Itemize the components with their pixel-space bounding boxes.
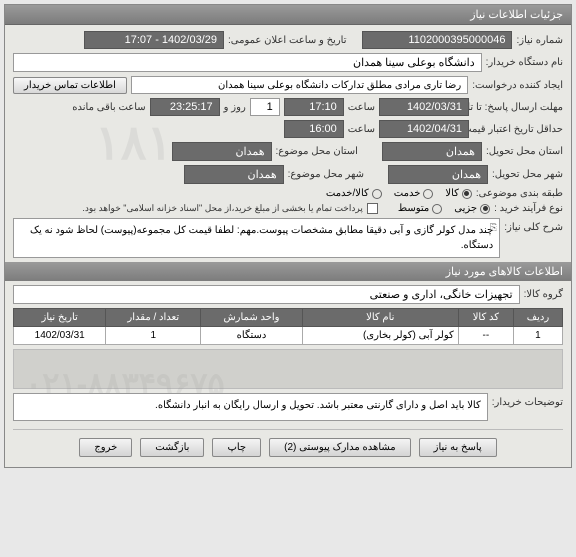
- number-value: 1102000395000046: [362, 31, 512, 49]
- category-label: طبقه بندی موضوعی:: [476, 188, 563, 199]
- public-datetime-label: تاریخ و ساعت اعلان عمومی:: [228, 35, 347, 46]
- table-header-row: ردیف کد کالا نام کالا واحد شمارش تعداد /…: [14, 309, 563, 327]
- number-label: شماره نیاز:: [516, 35, 563, 46]
- topic-province-value: همدان: [172, 142, 272, 161]
- time-label-1: ساعت: [348, 102, 375, 113]
- buyer-label: نام دستگاه خریدار:: [486, 57, 563, 68]
- pin-icon: ⎘: [490, 221, 497, 235]
- province-label: استان محل تحویل:: [486, 146, 563, 157]
- contact-button[interactable]: اطلاعات تماس خریدار: [13, 77, 127, 94]
- note-label: توضیحات خریدار:: [492, 393, 563, 408]
- validity-label: حداقل تاریخ اعتبار قیمت: تا تاریخ:: [473, 124, 563, 135]
- purchase-small[interactable]: جزیی: [454, 203, 490, 214]
- col-unit: واحد شمارش: [201, 309, 303, 327]
- cell-date: 1402/03/31: [14, 327, 106, 345]
- category-radio-group: کالا خدمت کالا/خدمت: [326, 188, 472, 199]
- remaining-time: 23:25:17: [150, 98, 220, 116]
- requester-label: ایجاد کننده درخواست:: [472, 80, 563, 91]
- group-label: گروه کالا:: [524, 289, 563, 300]
- footer-buttons: پاسخ به نیاز مشاهده مدارک پیوستی (2) چاپ…: [13, 429, 563, 461]
- respond-button[interactable]: پاسخ به نیاز: [419, 438, 497, 457]
- window-title-bar: جزئیات اطلاعات نیاز: [5, 5, 571, 25]
- col-date: تاریخ نیاز: [14, 309, 106, 327]
- cell-code: --: [458, 327, 513, 345]
- category-goods-service[interactable]: کالا/خدمت: [326, 188, 382, 199]
- topic-province-label: استان محل موضوع:: [276, 146, 358, 157]
- desc-box: ⎘ چند مدل کولر گازی و آبی دقیقا مطابق مش…: [13, 218, 500, 258]
- table-row[interactable]: 1 -- کولر آبی (کولر بخاری) دستگاه 1 1402…: [14, 327, 563, 345]
- cell-num: 1: [513, 327, 562, 345]
- category-goods[interactable]: کالا: [445, 188, 472, 199]
- print-button[interactable]: چاپ: [212, 438, 261, 457]
- exit-button[interactable]: خروج: [79, 438, 132, 457]
- radio-icon: [432, 204, 442, 214]
- time-label-2: ساعت: [348, 124, 375, 135]
- items-section-header: اطلاعات کالاهای مورد نیاز: [5, 262, 571, 281]
- items-table: ردیف کد کالا نام کالا واحد شمارش تعداد /…: [13, 308, 563, 345]
- payment-note: پرداخت تمام یا بخشی از مبلغ خرید،از محل …: [82, 203, 362, 214]
- radio-icon: [372, 189, 382, 199]
- col-name: نام کالا: [302, 309, 458, 327]
- day-label: روز و: [224, 102, 246, 113]
- remaining-label: ساعت باقی مانده: [72, 102, 145, 113]
- deadline-time: 17:10: [284, 98, 344, 116]
- city-label: شهر محل تحویل:: [492, 169, 563, 180]
- payment-checkbox[interactable]: [367, 203, 378, 214]
- radio-icon: [462, 189, 472, 199]
- purchase-medium[interactable]: متوسط: [398, 203, 442, 214]
- buyer-value: دانشگاه بوعلی سینا همدان: [13, 53, 482, 72]
- window-title: جزئیات اطلاعات نیاز: [470, 9, 563, 21]
- purchase-type-label: نوع فرآیند خرید :: [494, 203, 563, 214]
- cell-unit: دستگاه: [201, 327, 303, 345]
- deadline-date: 1402/03/31: [379, 98, 469, 116]
- back-button[interactable]: بازگشت: [140, 438, 204, 457]
- note-box: کالا باید اصل و دارای گارنتی معتبر باشد.…: [13, 393, 488, 421]
- topic-city-value: همدان: [184, 165, 284, 184]
- validity-date: 1402/04/31: [379, 120, 469, 138]
- topic-city-label: شهر محل موضوع:: [288, 169, 364, 180]
- radio-icon: [423, 189, 433, 199]
- desc-label: شرح کلی نیاز:: [504, 218, 563, 233]
- cell-qty: 1: [106, 327, 201, 345]
- group-value: تجهیزات خانگی، اداری و صنعتی: [13, 285, 520, 304]
- category-service[interactable]: خدمت: [394, 188, 434, 199]
- validity-time: 16:00: [284, 120, 344, 138]
- col-num: ردیف: [513, 309, 562, 327]
- empty-area: [13, 349, 563, 389]
- requester-value: رضا تاری مرادی مطلق تدارکات دانشگاه بوعل…: [131, 76, 468, 94]
- province-value: همدان: [382, 142, 482, 161]
- attachments-button[interactable]: مشاهده مدارک پیوستی (2): [269, 438, 411, 457]
- purchase-radio-group: جزیی متوسط: [398, 203, 490, 214]
- public-datetime-value: 1402/03/29 - 17:07: [84, 31, 224, 49]
- note-text: کالا باید اصل و دارای گارنتی معتبر باشد.…: [155, 400, 481, 411]
- details-window: جزئیات اطلاعات نیاز ۱۸۱ ۰۲۱-۸۸۳۴۹۶۷۵ شما…: [4, 4, 572, 468]
- radio-icon: [480, 204, 490, 214]
- col-code: کد کالا: [458, 309, 513, 327]
- city-value: همدان: [388, 165, 488, 184]
- col-qty: تعداد / مقدار: [106, 309, 201, 327]
- desc-text: چند مدل کولر گازی و آبی دقیقا مطابق مشخص…: [30, 225, 493, 251]
- day-count: 1: [250, 98, 280, 116]
- deadline-label: مهلت ارسال پاسخ: تا تاریخ:: [473, 102, 563, 113]
- cell-name: کولر آبی (کولر بخاری): [302, 327, 458, 345]
